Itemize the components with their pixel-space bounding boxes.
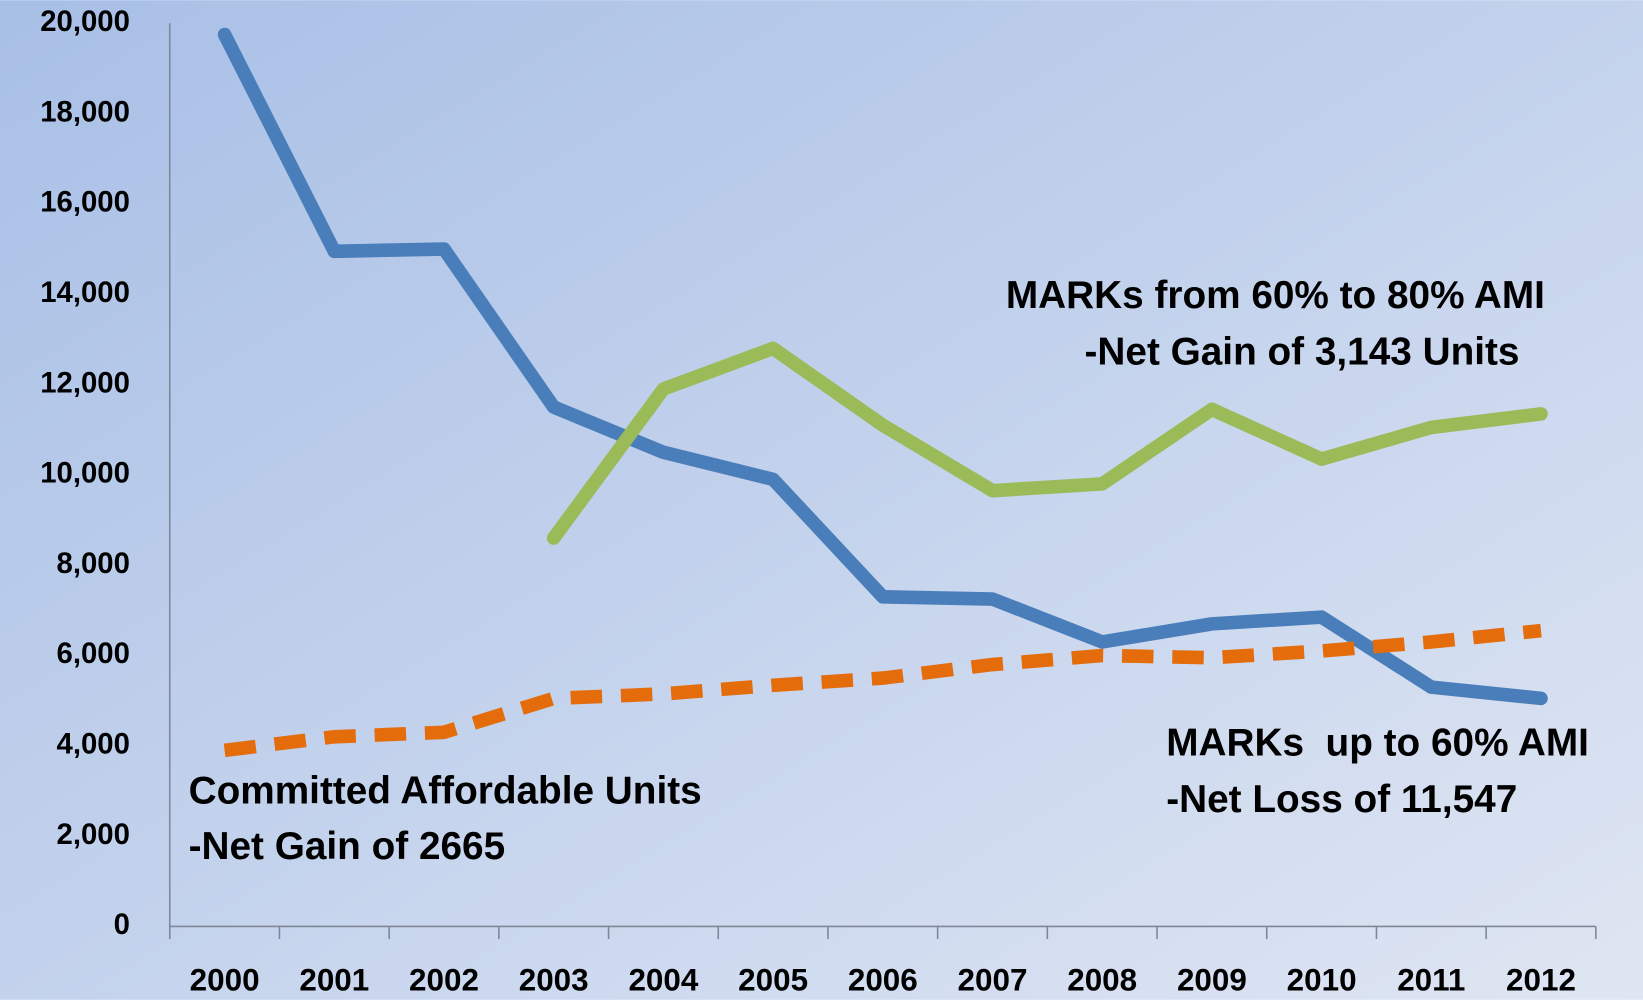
plot bbox=[217, 27, 1548, 758]
grid bbox=[168, 23, 1597, 940]
x-tick-label: 2008 bbox=[1067, 962, 1137, 997]
y-tick-label: 4,000 bbox=[57, 728, 130, 761]
x-tick-label: 2001 bbox=[299, 962, 369, 997]
x-tick-label: 2004 bbox=[628, 962, 698, 997]
y-tick-label: 6,000 bbox=[57, 637, 130, 670]
x-tick-label: 2005 bbox=[738, 962, 808, 997]
y-tick-label: 8,000 bbox=[57, 547, 130, 580]
labels: 0 2,000 4,000 6,000 8,000 10,000 12,000 14,000 1… bbox=[40, 5, 1589, 997]
annotation: -Net Gain of 3,143 Units bbox=[1085, 331, 1520, 374]
x-tick-label: 2011 bbox=[1397, 962, 1465, 997]
line-series bbox=[223, 623, 1542, 758]
line-series bbox=[217, 27, 1548, 706]
x-tick-label: 2003 bbox=[519, 962, 589, 997]
annotation: MARKs from 60% to 80% AMI bbox=[1006, 274, 1545, 317]
y-tick-label: 12,000 bbox=[40, 366, 130, 399]
y-tick-label: 16,000 bbox=[40, 186, 130, 219]
x-tick-label: 2007 bbox=[958, 962, 1028, 997]
y-tick-label: 0 bbox=[114, 908, 130, 941]
annotation: MARKs up to 60% AMI bbox=[1166, 721, 1589, 764]
x-tick-label: 2002 bbox=[409, 962, 479, 997]
x-tick-label: 2009 bbox=[1177, 962, 1247, 997]
y-tick-label: 2,000 bbox=[57, 818, 130, 851]
x-tick-label: 2012 bbox=[1506, 962, 1576, 997]
annotation: -Net Loss of 11,547 bbox=[1166, 778, 1517, 821]
y-tick-label: 20,000 bbox=[40, 5, 130, 38]
y-tick-label: 10,000 bbox=[40, 457, 130, 490]
annotation: -Net Gain of 2665 bbox=[189, 825, 506, 868]
x-tick-label: 2006 bbox=[848, 962, 918, 997]
line-series bbox=[546, 341, 1548, 545]
x-tick-label: 2010 bbox=[1287, 962, 1357, 997]
y-tick-label: 18,000 bbox=[40, 95, 130, 128]
annotation: Committed Affordable Units bbox=[189, 770, 702, 813]
y-tick-label: 14,000 bbox=[40, 276, 130, 309]
x-tick-label: 2000 bbox=[190, 962, 260, 997]
